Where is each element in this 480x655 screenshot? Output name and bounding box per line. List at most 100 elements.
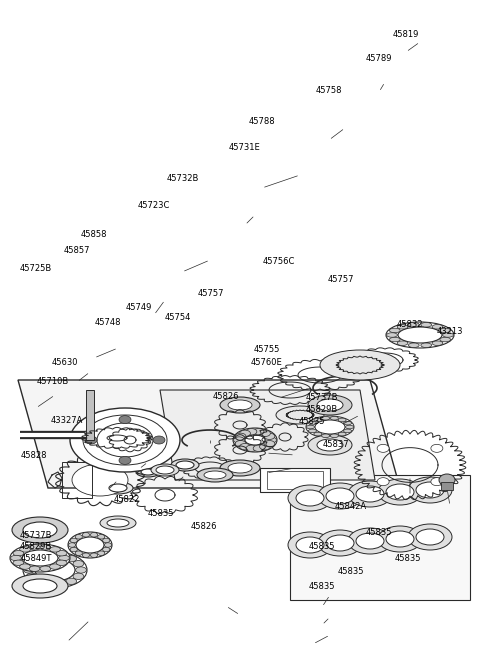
Ellipse shape: [408, 524, 452, 550]
Text: 45756C: 45756C: [262, 257, 295, 267]
Ellipse shape: [176, 461, 194, 469]
Text: 45835: 45835: [337, 567, 364, 576]
Bar: [290, 475, 470, 600]
Ellipse shape: [75, 567, 86, 573]
Ellipse shape: [44, 581, 55, 588]
Ellipse shape: [197, 468, 233, 482]
Ellipse shape: [317, 439, 343, 451]
Ellipse shape: [11, 555, 22, 561]
Text: 45835: 45835: [147, 509, 174, 518]
Text: 45857: 45857: [63, 246, 90, 255]
Ellipse shape: [35, 559, 75, 581]
Ellipse shape: [73, 561, 84, 567]
Ellipse shape: [421, 343, 432, 348]
Ellipse shape: [344, 421, 352, 425]
Ellipse shape: [75, 534, 83, 539]
Text: 45832: 45832: [396, 320, 423, 329]
Ellipse shape: [296, 490, 324, 506]
Ellipse shape: [288, 485, 332, 511]
Text: 45828: 45828: [20, 451, 47, 460]
Text: 45835: 45835: [308, 582, 335, 591]
Ellipse shape: [90, 553, 97, 557]
Ellipse shape: [320, 350, 400, 380]
Ellipse shape: [29, 566, 40, 571]
Ellipse shape: [314, 418, 322, 422]
Ellipse shape: [416, 482, 444, 498]
Ellipse shape: [421, 322, 432, 327]
Ellipse shape: [264, 433, 275, 440]
Ellipse shape: [97, 551, 105, 555]
Ellipse shape: [23, 522, 57, 538]
Text: 45760E: 45760E: [251, 358, 282, 367]
Text: 45749: 45749: [126, 303, 152, 312]
Ellipse shape: [29, 544, 40, 550]
Ellipse shape: [12, 517, 68, 543]
Ellipse shape: [326, 488, 354, 504]
Ellipse shape: [240, 443, 251, 450]
Ellipse shape: [55, 581, 66, 588]
Ellipse shape: [26, 561, 37, 567]
Ellipse shape: [70, 538, 77, 543]
Bar: [260, 468, 330, 492]
Ellipse shape: [233, 428, 277, 452]
Polygon shape: [18, 380, 400, 488]
Ellipse shape: [314, 432, 322, 436]
Ellipse shape: [10, 544, 70, 572]
Ellipse shape: [346, 425, 354, 429]
Text: 45835: 45835: [366, 528, 393, 537]
Ellipse shape: [204, 471, 226, 479]
Ellipse shape: [432, 341, 443, 345]
Text: 45826: 45826: [212, 392, 239, 402]
Text: 45732B: 45732B: [166, 174, 199, 183]
Text: 45758: 45758: [315, 86, 342, 95]
Text: 45789: 45789: [366, 54, 393, 64]
Ellipse shape: [97, 534, 105, 539]
Ellipse shape: [246, 445, 257, 451]
Text: 45819: 45819: [393, 29, 419, 39]
Ellipse shape: [397, 324, 408, 329]
Ellipse shape: [13, 550, 24, 556]
Ellipse shape: [34, 578, 44, 584]
Ellipse shape: [136, 467, 160, 477]
Text: 45723C: 45723C: [137, 201, 170, 210]
Text: 45858: 45858: [80, 230, 107, 239]
Ellipse shape: [377, 444, 389, 453]
Text: 45630: 45630: [51, 358, 78, 367]
Ellipse shape: [386, 484, 414, 500]
Text: 45835: 45835: [395, 554, 421, 563]
Ellipse shape: [69, 543, 75, 547]
Bar: [441, 482, 453, 490]
Ellipse shape: [348, 481, 392, 507]
Ellipse shape: [386, 333, 397, 337]
Text: 45849T: 45849T: [20, 554, 52, 563]
Ellipse shape: [377, 477, 389, 485]
Ellipse shape: [416, 529, 444, 545]
Ellipse shape: [73, 573, 84, 580]
Ellipse shape: [85, 436, 97, 444]
Ellipse shape: [156, 466, 174, 474]
Ellipse shape: [356, 486, 384, 502]
Ellipse shape: [12, 574, 68, 598]
Text: 45837: 45837: [323, 440, 349, 449]
Text: 45725B: 45725B: [20, 264, 52, 273]
Text: 45755: 45755: [253, 345, 279, 354]
Ellipse shape: [103, 482, 133, 494]
Ellipse shape: [308, 395, 352, 415]
Ellipse shape: [55, 553, 66, 559]
Ellipse shape: [330, 417, 338, 420]
Polygon shape: [160, 390, 375, 480]
Ellipse shape: [322, 417, 330, 420]
Ellipse shape: [59, 555, 70, 561]
Text: 45737B: 45737B: [305, 393, 338, 402]
Ellipse shape: [151, 464, 179, 476]
Ellipse shape: [308, 429, 316, 433]
Ellipse shape: [318, 530, 362, 556]
Ellipse shape: [70, 548, 77, 552]
Ellipse shape: [44, 553, 55, 559]
Ellipse shape: [119, 416, 131, 424]
Ellipse shape: [245, 435, 265, 445]
Ellipse shape: [109, 484, 127, 492]
Ellipse shape: [253, 428, 264, 435]
Ellipse shape: [264, 441, 275, 447]
Ellipse shape: [100, 516, 136, 530]
